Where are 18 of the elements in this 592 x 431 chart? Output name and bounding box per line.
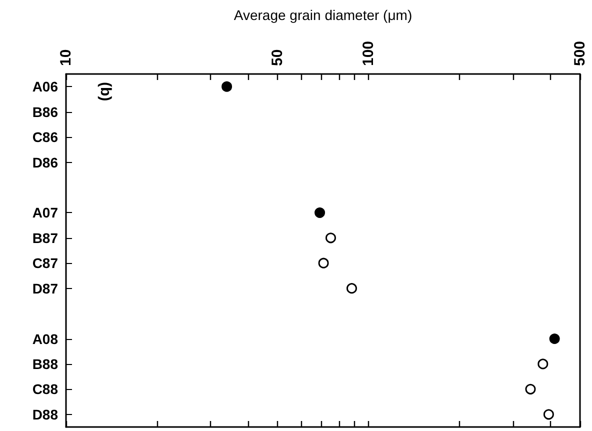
y-tick-label: B86: [32, 104, 58, 120]
y-tick-label: D86: [32, 154, 58, 170]
x-axis-title: Average grain diameter (μm): [234, 7, 412, 23]
y-tick-label: D88: [32, 406, 58, 422]
y-tick-label: A08: [32, 330, 58, 347]
x-tick-label: 500: [572, 40, 588, 66]
y-tick-label: B88: [32, 356, 58, 372]
y-tick-label: C88: [32, 381, 58, 398]
x-tick-label: 10: [58, 49, 74, 66]
y-tick-label: A06: [32, 78, 58, 95]
x-tick-label: 100: [360, 40, 378, 66]
y-tick-label: C87: [32, 255, 58, 272]
annotation: (b): [97, 82, 114, 102]
y-tick-label: D87: [32, 280, 58, 296]
y-tick-label: C86: [32, 129, 58, 146]
y-tick-label: B87: [32, 230, 58, 246]
y-tick-label: A07: [32, 204, 58, 221]
x-tick-label: 50: [268, 49, 286, 66]
